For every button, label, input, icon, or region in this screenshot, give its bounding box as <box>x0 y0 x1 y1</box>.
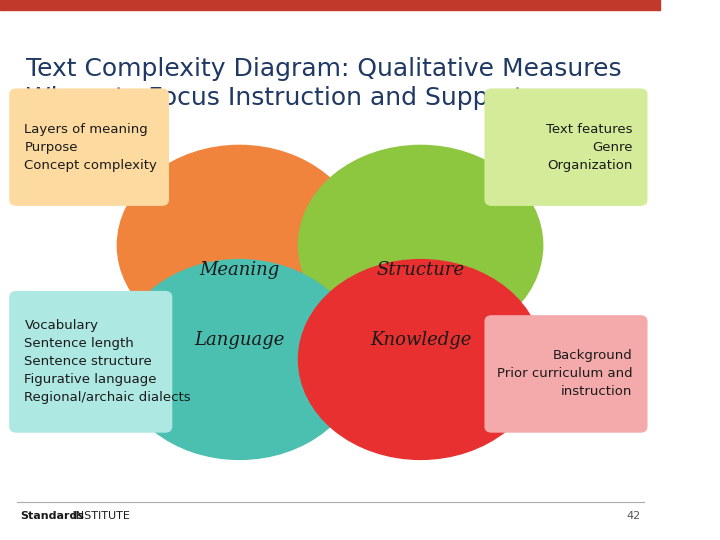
Circle shape <box>299 260 543 460</box>
Circle shape <box>299 145 543 345</box>
FancyBboxPatch shape <box>485 89 647 205</box>
Text: Text features
Genre
Organization: Text features Genre Organization <box>546 123 632 172</box>
Text: Layers of meaning
Purpose
Concept complexity: Layers of meaning Purpose Concept comple… <box>24 123 157 172</box>
Text: Meaning: Meaning <box>199 261 279 279</box>
FancyBboxPatch shape <box>485 316 647 432</box>
Text: Standards: Standards <box>20 511 84 521</box>
FancyBboxPatch shape <box>10 292 171 432</box>
Circle shape <box>117 260 361 460</box>
Text: 42: 42 <box>626 511 640 521</box>
Text: Language: Language <box>194 330 284 348</box>
Text: Structure: Structure <box>377 261 464 279</box>
FancyBboxPatch shape <box>10 89 168 205</box>
Text: Background
Prior curriculum and
instruction: Background Prior curriculum and instruct… <box>497 349 632 399</box>
Circle shape <box>117 145 361 345</box>
Text: Vocabulary
Sentence length
Sentence structure
Figurative language
Regional/archa: Vocabulary Sentence length Sentence stru… <box>24 319 191 404</box>
Text: Text Complexity Diagram: Qualitative Measures
Where to Focus Instruction and Sup: Text Complexity Diagram: Qualitative Mea… <box>27 57 622 110</box>
Bar <box>0 0 660 10</box>
Text: INSTITUTE: INSTITUTE <box>69 511 130 521</box>
Text: Knowledge: Knowledge <box>370 330 472 348</box>
